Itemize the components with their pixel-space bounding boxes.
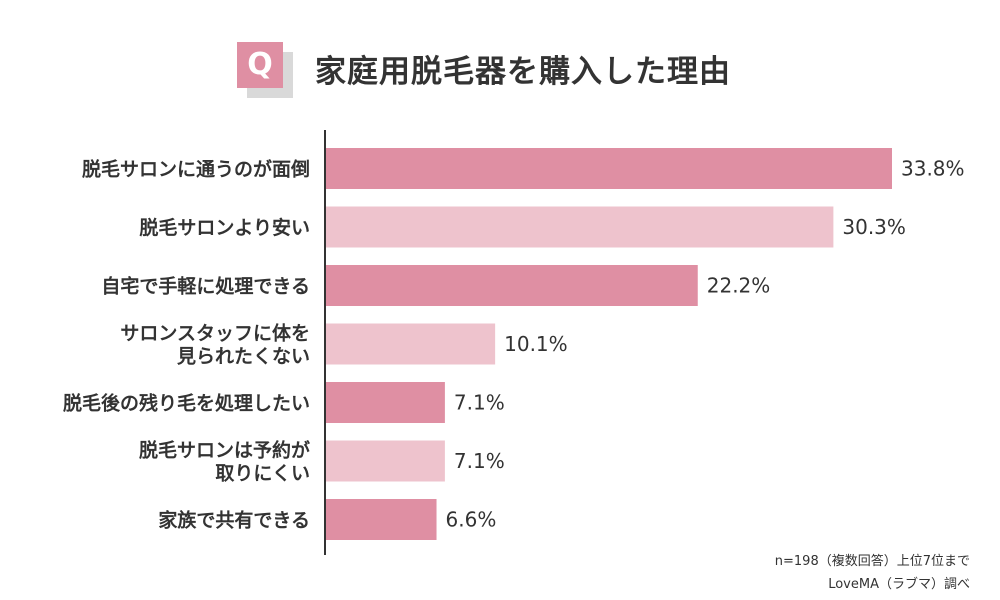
- bar-4: [326, 323, 496, 365]
- sample-note: n=198（複数回答）上位7位まで: [774, 554, 970, 569]
- bar-7: [326, 499, 437, 540]
- bar-6: [326, 440, 445, 482]
- category-label-6-line-2: 取りにくい: [215, 463, 310, 485]
- category-label-5: 脱毛後の残り毛を処理したい: [63, 392, 310, 415]
- value-label-2: 30.3%: [842, 215, 906, 239]
- category-label-1: 脱毛サロンに通うのが面倒: [82, 158, 310, 181]
- category-label-3: 自宅で手軽に処理できる: [101, 275, 310, 298]
- value-label-1: 33.8%: [901, 157, 965, 181]
- category-label-4-line-2: 見られたくない: [177, 346, 310, 368]
- bar-5: [326, 382, 445, 423]
- value-label-6: 7.1%: [454, 449, 505, 473]
- bar-3: [326, 265, 698, 306]
- category-label-6-line-1: 脱毛サロンは予約が: [139, 439, 310, 462]
- value-label-5: 7.1%: [454, 391, 505, 415]
- chart-title: 家庭用脱毛器を購入した理由: [315, 54, 731, 90]
- source-note: LoveMA（ラブマ）調べ: [828, 577, 970, 592]
- bar-2: [326, 206, 834, 248]
- category-label-7: 家族で共有できる: [158, 509, 310, 532]
- value-label-7: 6.6%: [446, 508, 497, 532]
- value-label-3: 22.2%: [707, 274, 771, 298]
- value-label-4: 10.1%: [504, 332, 568, 356]
- category-label-4-line-1: サロンスタッフに体を: [120, 322, 310, 345]
- category-label-2: 脱毛サロンより安い: [139, 216, 310, 239]
- q-badge: Q: [237, 42, 283, 88]
- bar-1: [326, 148, 892, 189]
